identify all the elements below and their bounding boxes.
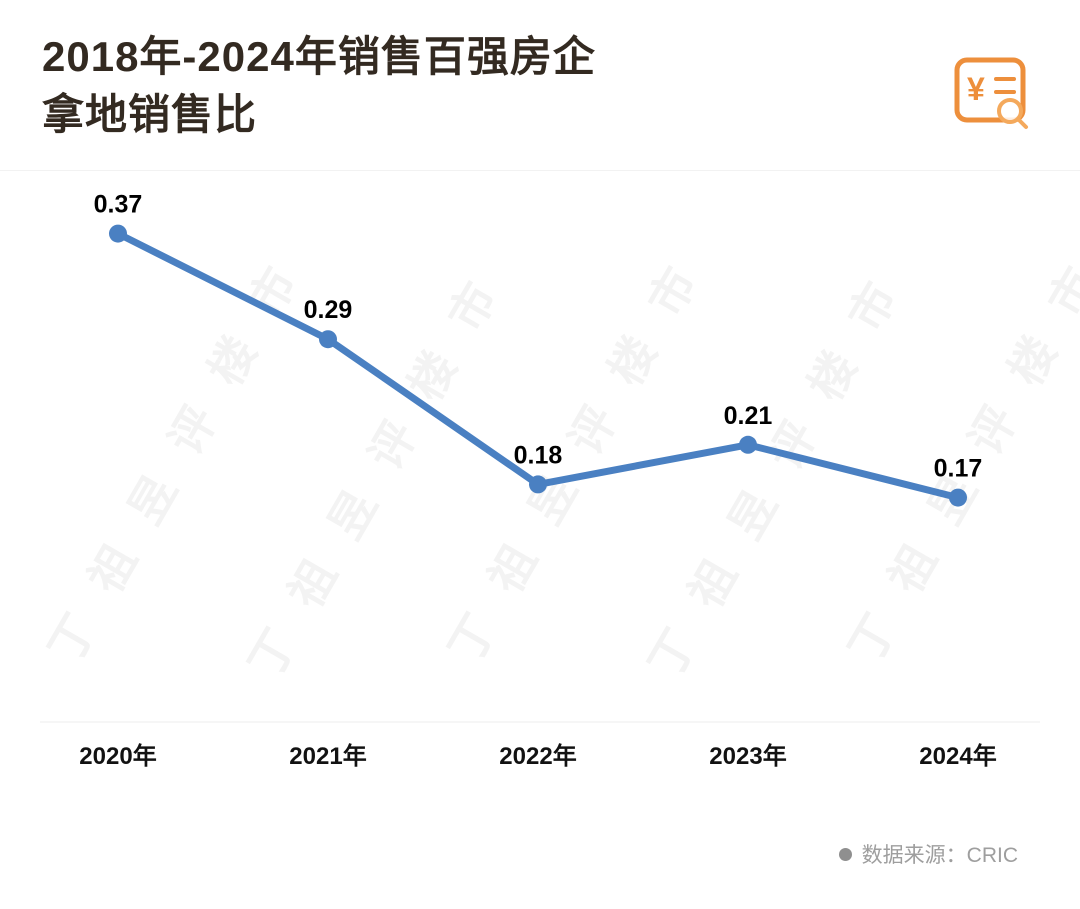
title-line-2: 拿地销售比	[42, 91, 258, 138]
data-point-marker	[319, 330, 337, 349]
magnifier-icon	[997, 98, 1023, 124]
data-source-text: 数据来源：CRIC	[861, 844, 1018, 867]
data-point-marker	[949, 488, 967, 507]
value-label: 0.37	[94, 191, 143, 219]
receipt-search-icon: ¥	[954, 57, 1028, 129]
data-point-marker	[529, 475, 547, 494]
header-divider	[0, 170, 1080, 171]
x-tick-label: 2023年	[709, 742, 786, 770]
data-point-marker	[109, 224, 127, 243]
value-label: 0.17	[934, 455, 983, 483]
bullet-dot-icon	[838, 847, 852, 861]
x-tick-label: 2024年	[919, 742, 996, 770]
title-line-1: 2018年-2024年销售百强房企	[42, 33, 596, 80]
x-tick-label: 2022年	[499, 742, 576, 770]
page-title: 2018年-2024年销售百强房企 拿地销售比	[42, 28, 596, 144]
value-label: 0.29	[304, 296, 353, 324]
data-point-marker	[739, 435, 757, 454]
value-label: 0.21	[724, 402, 773, 430]
header: 2018年-2024年销售百强房企 拿地销售比 ¥	[0, 0, 1080, 170]
yen-glyph: ¥	[967, 71, 985, 107]
value-label: 0.18	[514, 441, 563, 469]
x-tick-label: 2021年	[289, 742, 366, 770]
source-footer: 数据来源：CRIC	[838, 839, 1018, 869]
x-tick-label: 2020年	[79, 742, 156, 770]
